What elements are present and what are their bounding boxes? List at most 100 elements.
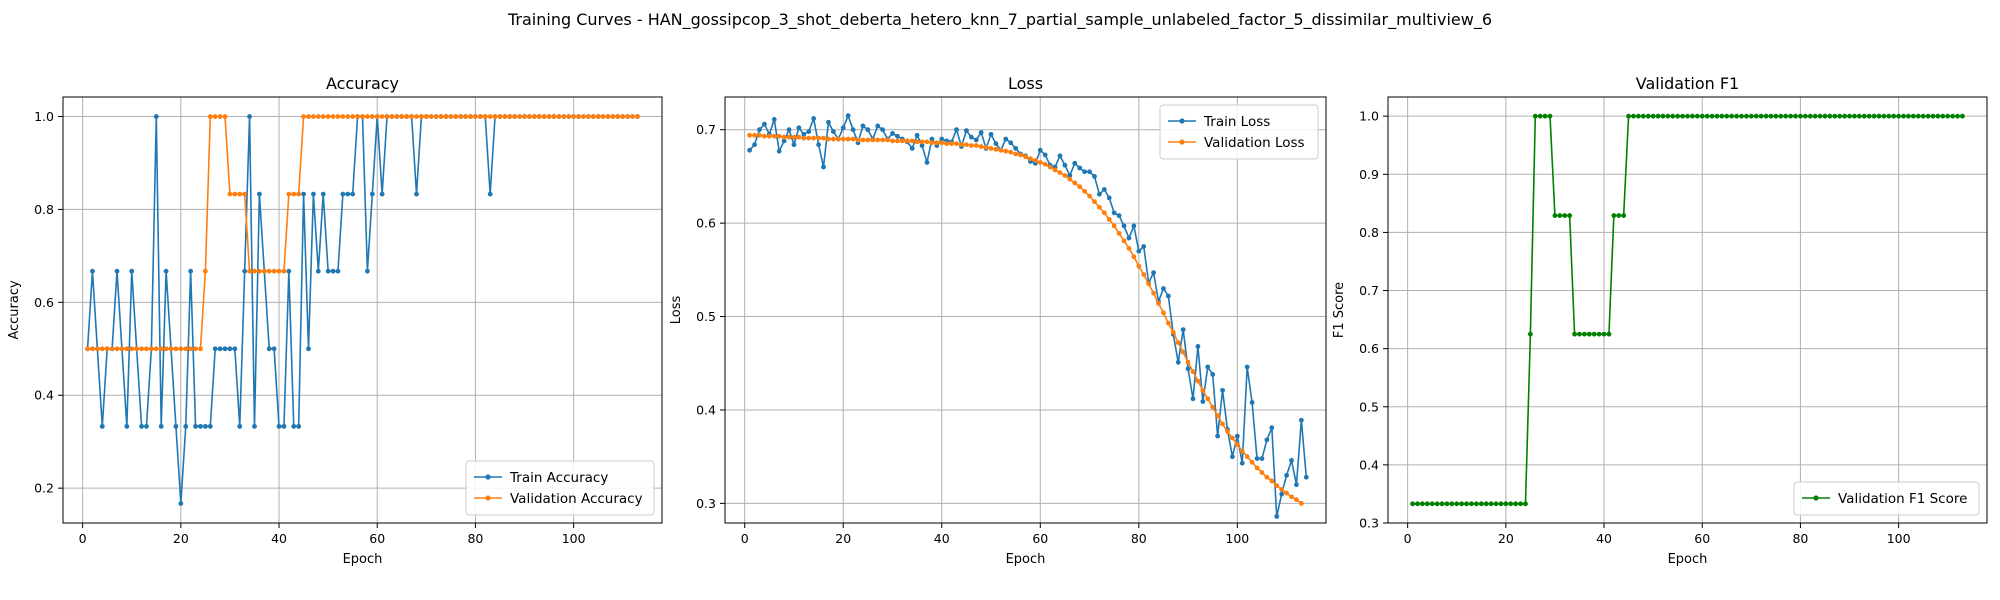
loss-point-1-1 [752,132,757,138]
f1-xtick-label-1: 20 [1498,531,1514,546]
loss-point-1-77 [1126,245,1132,251]
f1-point-0-51 [1660,113,1666,119]
loss-point-0-73 [1106,195,1112,201]
loss-point-0-9 [791,142,797,148]
loss-point-0-59 [1037,147,1043,153]
accuracy-point-0-51 [335,268,341,274]
accuracy-point-1-1 [90,346,95,352]
f1-point-0-109 [1945,113,1951,119]
f1-point-0-15 [1483,501,1489,507]
accuracy-point-0-21 [188,268,194,274]
loss-point-1-4 [766,133,772,139]
f1-point-0-68 [1744,113,1749,119]
accuracy-point-1-95 [551,114,557,119]
loss-point-1-88 [1180,349,1186,355]
accuracy-point-0-82 [487,191,493,197]
accuracy-point-1-100 [576,114,581,119]
loss-point-1-34 [914,139,920,145]
accuracy-point-0-52 [340,191,346,197]
loss-point-1-27 [880,137,886,143]
loss-point-0-45 [968,134,974,140]
loss-point-0-87 [1175,359,1181,365]
accuracy-point-1-90 [527,114,532,119]
f1-point-0-10 [1459,501,1465,507]
f1-point-0-58 [1694,113,1700,119]
f1-point-0-34 [1577,331,1582,337]
accuracy-point-1-4 [104,346,110,352]
accuracy-point-1-27 [217,114,223,119]
accuracy-axes-frame [62,96,663,524]
accuracy-point-1-2 [94,346,100,352]
accuracy-point-1-50 [330,114,336,119]
loss-point-1-5 [771,133,777,139]
f1-point-0-86 [1832,113,1838,119]
loss-point-1-44 [963,142,969,148]
f1-point-0-24 [1527,331,1533,337]
f1-point-0-67 [1739,113,1744,119]
f1-point-0-42 [1616,213,1622,218]
loss-point-0-63 [1057,153,1063,159]
loss-point-1-16 [826,136,831,142]
loss-point-1-12 [806,135,812,141]
loss-point-0-69 [1087,169,1092,175]
loss-point-1-0 [747,132,753,138]
loss-point-1-96 [1220,421,1225,427]
accuracy-point-0-39 [276,423,282,429]
loss-point-1-76 [1121,238,1127,244]
loss-point-1-80 [1141,272,1147,277]
accuracy-point-1-108 [615,114,621,119]
loss-y-axis-label: Loss [669,296,684,325]
accuracy-xtick-label-0: 0 [79,531,87,546]
accuracy-x-axis-label: Epoch [343,552,383,567]
accuracy-point-1-40 [281,268,287,274]
accuracy-point-1-71 [433,114,439,119]
accuracy-point-1-76 [458,114,464,119]
accuracy-point-1-66 [409,114,414,119]
accuracy-point-1-43 [296,191,302,197]
f1-point-0-36 [1586,331,1592,337]
f1-point-0-82 [1812,113,1818,119]
accuracy-point-0-49 [325,268,331,274]
f1-point-0-27 [1542,113,1548,119]
loss-point-1-112 [1298,500,1304,506]
loss-xtick-label-3: 60 [1032,531,1048,546]
f1-point-0-50 [1655,113,1661,119]
f1-ytick-label-6: 0.9 [1359,167,1379,182]
f1-point-0-102 [1910,113,1916,119]
loss-point-0-46 [973,137,979,143]
f1-point-0-46 [1636,113,1641,119]
accuracy-point-0-67 [414,191,419,197]
accuracy-point-1-6 [114,346,120,352]
accuracy-panel: 0 20 40 60 80 100 0.2 0.4 0.6 0.8 1.0 Accuracy Epoch… [7,74,663,567]
f1-point-0-29 [1552,213,1558,218]
accuracy-point-1-5 [109,346,115,352]
loss-point-1-60 [1042,161,1048,167]
loss-point-1-69 [1087,193,1092,199]
loss-point-1-3 [762,133,767,139]
loss-point-0-10 [796,125,802,131]
loss-point-0-104 [1259,456,1265,461]
loss-point-0-84 [1161,286,1166,291]
accuracy-point-1-53 [345,114,351,119]
accuracy-point-1-75 [453,114,459,119]
loss-point-0-49 [988,131,994,137]
loss-point-0-24 [865,127,871,133]
loss-point-0-85 [1165,293,1171,299]
accuracy-xtick-label-5: 100 [562,531,586,546]
loss-point-1-86 [1170,330,1176,335]
f1-point-0-21 [1513,501,1519,507]
loss-point-0-26 [875,123,881,129]
loss-point-1-22 [855,137,861,143]
f1-point-0-91 [1856,113,1862,119]
accuracy-point-1-41 [286,191,292,197]
f1-point-0-6 [1439,501,1445,507]
f1-point-0-54 [1675,113,1681,119]
loss-point-0-109 [1284,472,1289,478]
loss-point-1-101 [1244,454,1250,460]
accuracy-point-1-73 [443,114,449,119]
accuracy-point-1-74 [448,114,454,119]
loss-point-1-72 [1101,210,1107,216]
accuracy-point-1-17 [168,346,174,352]
accuracy-point-0-50 [330,268,336,274]
accuracy-point-0-33 [247,114,252,119]
